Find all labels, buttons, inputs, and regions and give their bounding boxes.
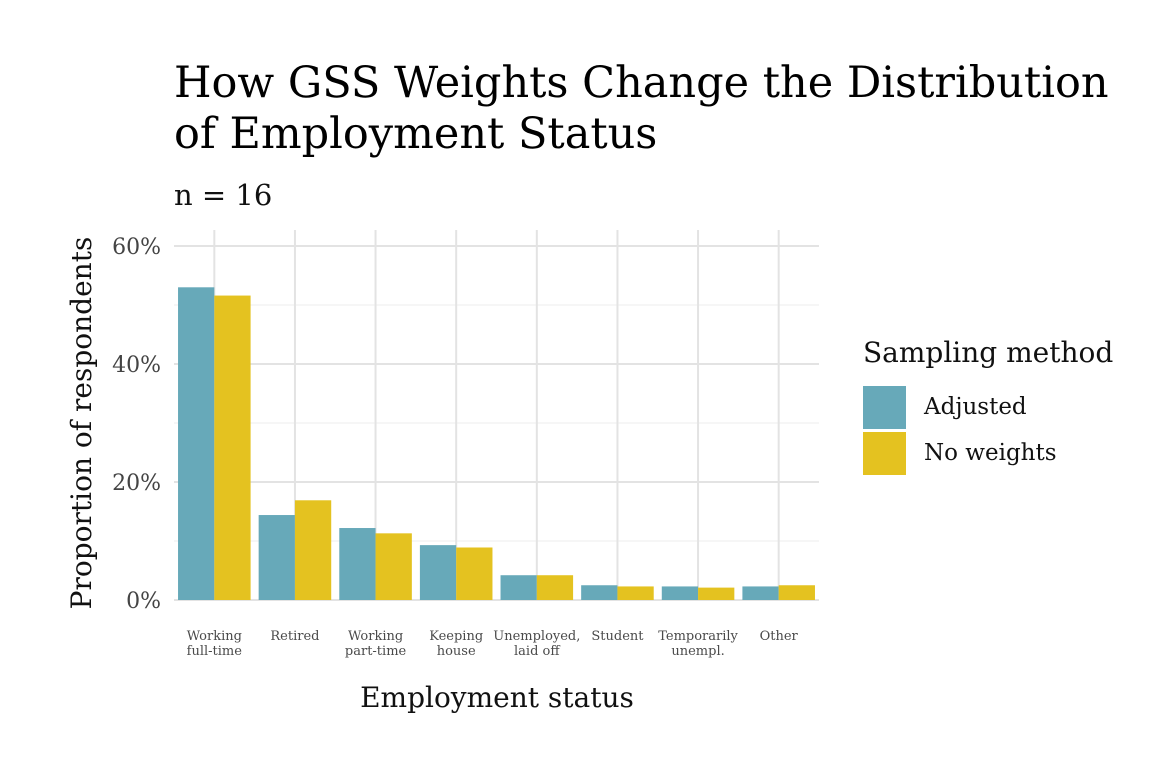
y-tick-labels: 0% 20% 40% 60% [112, 235, 161, 614]
legend-item-adjusted: Adjusted [863, 384, 1143, 430]
bar-no-weights [294, 500, 332, 600]
legend-swatch-no-weights [863, 431, 906, 475]
legend-title: Sampling method [863, 336, 1114, 369]
x-tick-label: Student [591, 629, 644, 644]
bar-adjusted [661, 586, 699, 600]
x-tick-label: Working full-time [187, 629, 243, 659]
bar-no-weights [778, 585, 815, 600]
x-axis-label: Employment status [360, 681, 634, 714]
bar-adjusted [339, 528, 376, 600]
x-tick-labels: Working full-time Retired Working part-time K… [187, 629, 799, 659]
x-tick-label: Retired [270, 629, 319, 644]
bar-no-weights [536, 575, 574, 600]
x-tick-label: Keeping house [429, 629, 483, 659]
bar-no-weights [617, 586, 654, 600]
legend-item-no-weights: No weights [863, 430, 1143, 476]
bar-adjusted [500, 575, 537, 600]
bar-no-weights [375, 533, 412, 600]
bar-adjusted [581, 585, 618, 600]
chart-subtitle: n = 16 [174, 178, 273, 212]
bar-adjusted [258, 515, 295, 600]
x-tick-label: Working part-time [345, 629, 407, 659]
bar-adjusted [419, 545, 457, 600]
bar-no-weights [214, 295, 251, 600]
y-tick-label: 20% [112, 471, 161, 496]
x-tick-label: Other [760, 629, 799, 644]
bar-no-weights [456, 547, 493, 600]
x-tick-label: Unemployed, laid off [493, 629, 580, 659]
legend-label-no-weights: No weights [924, 440, 1057, 466]
bar-adjusted [742, 586, 779, 600]
y-tick-label: 60% [112, 235, 161, 260]
chart-title: How GSS Weights Change the Distribution … [174, 58, 1109, 159]
bar-no-weights [698, 587, 735, 600]
x-tick-label: Temporarily unempl. [658, 629, 738, 659]
legend-swatch-adjusted [863, 385, 906, 429]
legend-label-adjusted: Adjusted [924, 394, 1027, 420]
legend: Sampling method Adjusted No weights [863, 336, 1143, 476]
bar-adjusted [178, 287, 215, 600]
y-axis-label: Proportion of respondents [65, 237, 98, 610]
bars [178, 287, 815, 600]
y-tick-label: 0% [126, 589, 161, 614]
y-tick-label: 40% [112, 353, 161, 378]
